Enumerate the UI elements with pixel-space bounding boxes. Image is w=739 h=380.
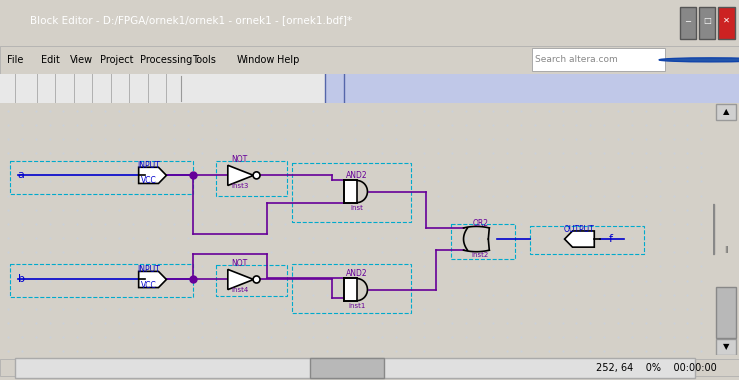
FancyBboxPatch shape [0,63,460,114]
Text: Project: Project [100,55,133,65]
Polygon shape [565,231,594,247]
FancyBboxPatch shape [15,358,695,378]
Text: a: a [18,170,24,180]
FancyBboxPatch shape [148,63,739,114]
Text: inst: inst [350,205,363,211]
Text: ▼: ▼ [723,342,729,352]
Text: VCC: VCC [140,176,157,185]
Circle shape [253,276,260,283]
FancyBboxPatch shape [0,63,393,114]
Text: Help: Help [277,55,299,65]
Text: Window: Window [236,55,275,65]
FancyBboxPatch shape [715,339,736,355]
FancyBboxPatch shape [0,359,739,376]
Bar [216,265,287,296]
FancyBboxPatch shape [0,63,574,114]
FancyBboxPatch shape [111,63,739,114]
Text: ✕: ✕ [723,16,730,25]
FancyBboxPatch shape [680,7,696,39]
FancyBboxPatch shape [699,7,715,39]
FancyBboxPatch shape [0,63,726,114]
FancyBboxPatch shape [0,63,700,114]
FancyBboxPatch shape [0,63,522,114]
FancyBboxPatch shape [532,49,665,71]
Text: inst3: inst3 [231,182,248,188]
FancyBboxPatch shape [0,63,596,114]
Text: f: f [609,234,613,244]
FancyBboxPatch shape [0,74,739,103]
FancyBboxPatch shape [0,63,663,114]
Bar [530,226,644,254]
FancyBboxPatch shape [0,63,681,114]
FancyBboxPatch shape [15,63,739,114]
Text: AND2: AND2 [346,269,367,279]
FancyBboxPatch shape [325,61,739,116]
Text: AND2: AND2 [346,171,367,180]
Text: Processing: Processing [140,55,193,65]
FancyBboxPatch shape [0,63,482,114]
FancyBboxPatch shape [344,61,739,116]
Text: Edit: Edit [41,55,60,65]
Polygon shape [228,165,253,185]
Polygon shape [228,269,253,290]
Bar [292,163,411,222]
FancyBboxPatch shape [0,63,545,114]
Text: □: □ [704,16,711,25]
Text: 252, 64    0%    00:00:00: 252, 64 0% 00:00:00 [596,363,717,373]
Circle shape [253,172,260,179]
Text: b: b [18,274,25,285]
Bar [10,161,193,193]
Text: NOT: NOT [231,259,248,268]
FancyBboxPatch shape [74,63,739,114]
FancyBboxPatch shape [0,46,739,74]
FancyBboxPatch shape [0,63,500,114]
Text: Tools: Tools [192,55,216,65]
Text: INPUT: INPUT [137,266,160,274]
FancyBboxPatch shape [713,204,715,254]
FancyBboxPatch shape [715,104,736,120]
FancyBboxPatch shape [0,63,641,114]
Text: OUTPUT: OUTPUT [564,225,595,234]
FancyBboxPatch shape [37,63,739,114]
Text: VCC: VCC [140,280,157,290]
Bar [451,224,515,259]
Text: File: File [7,55,24,65]
Text: Block Editor - D:/FPGA/ornek1/ornek1 - ornek1 - [ornek1.bdf]*: Block Editor - D:/FPGA/ornek1/ornek1 - o… [30,16,352,25]
FancyBboxPatch shape [0,63,739,114]
FancyBboxPatch shape [0,63,415,114]
FancyBboxPatch shape [129,63,739,114]
Text: Search altera.com: Search altera.com [535,55,618,64]
FancyBboxPatch shape [92,63,739,114]
Text: NOT: NOT [231,155,248,164]
Text: INPUT: INPUT [137,162,160,170]
FancyBboxPatch shape [310,358,384,378]
Circle shape [659,58,739,62]
FancyBboxPatch shape [55,63,739,114]
FancyBboxPatch shape [0,63,441,114]
Bar [292,264,411,313]
Text: inst4: inst4 [231,287,248,293]
Bar [344,279,357,301]
Text: inst2: inst2 [471,252,489,258]
FancyBboxPatch shape [718,7,735,39]
Text: ▲: ▲ [723,108,729,116]
FancyBboxPatch shape [166,63,739,114]
Text: ||: || [723,245,729,253]
FancyBboxPatch shape [715,287,736,337]
Text: View: View [70,55,93,65]
Text: ─: ─ [686,16,690,25]
Polygon shape [139,167,166,184]
Bar [216,161,287,196]
Polygon shape [139,271,166,288]
FancyBboxPatch shape [0,63,619,114]
Text: inst1: inst1 [348,303,365,309]
Text: OR2: OR2 [472,219,488,228]
Bar [344,180,357,203]
Bar [10,264,193,297]
